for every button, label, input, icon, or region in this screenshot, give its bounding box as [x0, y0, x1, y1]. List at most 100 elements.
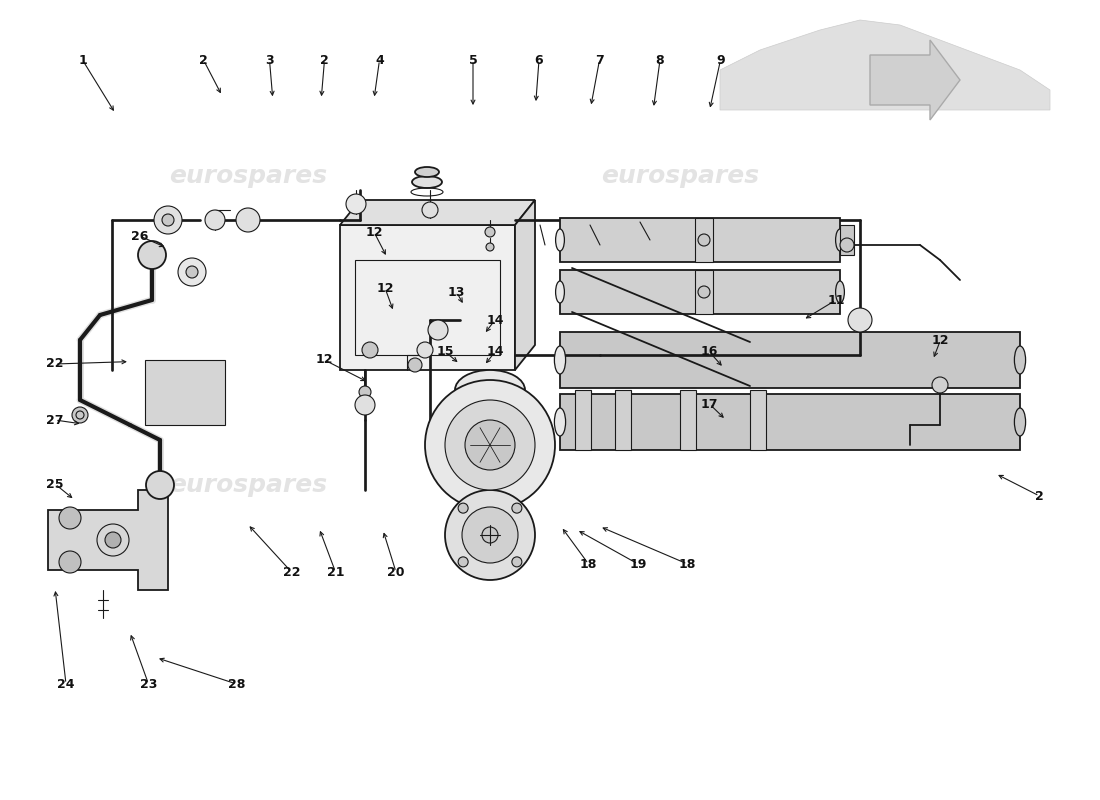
Circle shape — [59, 507, 81, 529]
Ellipse shape — [836, 281, 845, 303]
Polygon shape — [340, 200, 535, 225]
Text: eurospares: eurospares — [601, 164, 759, 188]
Text: 14: 14 — [486, 314, 504, 326]
Bar — [695, 270, 713, 314]
Bar — [560, 394, 1020, 450]
Bar — [840, 225, 854, 255]
Text: 11: 11 — [827, 294, 845, 306]
Text: 20: 20 — [387, 566, 405, 578]
Circle shape — [446, 490, 535, 580]
Circle shape — [162, 214, 174, 226]
Ellipse shape — [554, 408, 565, 436]
Text: 6: 6 — [535, 54, 543, 66]
Text: 5: 5 — [469, 54, 477, 66]
Bar — [355, 260, 500, 355]
Circle shape — [146, 471, 174, 499]
Circle shape — [138, 241, 166, 269]
Text: 15: 15 — [437, 346, 454, 358]
Polygon shape — [48, 490, 168, 590]
Text: 1: 1 — [78, 54, 87, 66]
Bar — [695, 218, 713, 262]
Text: 12: 12 — [932, 334, 949, 346]
Text: 2: 2 — [199, 54, 208, 66]
Text: 22: 22 — [46, 358, 64, 370]
Ellipse shape — [556, 281, 564, 303]
Text: 28: 28 — [228, 678, 245, 690]
Circle shape — [932, 377, 948, 393]
Circle shape — [512, 503, 521, 513]
Circle shape — [346, 194, 366, 214]
Ellipse shape — [836, 229, 845, 251]
Ellipse shape — [415, 167, 439, 177]
Circle shape — [458, 503, 469, 513]
Text: 2: 2 — [1035, 490, 1044, 502]
Circle shape — [425, 380, 556, 510]
Text: 4: 4 — [375, 54, 384, 66]
Text: 7: 7 — [595, 54, 604, 66]
Ellipse shape — [1014, 408, 1025, 436]
Circle shape — [362, 342, 378, 358]
Ellipse shape — [1014, 346, 1025, 374]
Text: 17: 17 — [701, 398, 718, 410]
Text: 3: 3 — [265, 54, 274, 66]
Polygon shape — [145, 360, 226, 425]
Circle shape — [458, 557, 469, 567]
Circle shape — [408, 358, 422, 372]
Polygon shape — [515, 200, 535, 370]
Bar — [615, 390, 631, 450]
Circle shape — [76, 411, 84, 419]
Circle shape — [72, 407, 88, 423]
Text: 12: 12 — [365, 226, 383, 238]
Circle shape — [154, 206, 182, 234]
Circle shape — [482, 527, 498, 543]
Circle shape — [848, 308, 872, 332]
Ellipse shape — [455, 370, 525, 410]
Circle shape — [59, 551, 81, 573]
Text: 18: 18 — [679, 558, 696, 570]
Circle shape — [486, 243, 494, 251]
Text: eurospares: eurospares — [169, 164, 327, 188]
Text: 8: 8 — [656, 54, 664, 66]
Ellipse shape — [556, 229, 564, 251]
Circle shape — [178, 258, 206, 286]
Text: 18: 18 — [580, 558, 597, 570]
Bar — [560, 218, 840, 262]
Text: 24: 24 — [57, 678, 75, 690]
Text: 19: 19 — [629, 558, 647, 570]
Ellipse shape — [412, 176, 442, 188]
Text: 26: 26 — [131, 230, 149, 242]
Bar — [750, 390, 766, 450]
Bar — [560, 332, 1020, 388]
Circle shape — [422, 202, 438, 218]
Polygon shape — [870, 40, 960, 120]
Circle shape — [485, 227, 495, 237]
Bar — [560, 270, 840, 314]
Bar — [575, 390, 591, 450]
Bar — [680, 390, 696, 450]
Circle shape — [359, 386, 371, 398]
Text: 14: 14 — [486, 346, 504, 358]
Circle shape — [355, 395, 375, 415]
Circle shape — [417, 342, 433, 358]
Text: 16: 16 — [701, 346, 718, 358]
Ellipse shape — [554, 346, 565, 374]
Circle shape — [840, 238, 854, 252]
Text: 21: 21 — [327, 566, 344, 578]
Circle shape — [698, 286, 710, 298]
Bar — [340, 225, 515, 370]
Text: 13: 13 — [448, 286, 465, 298]
Text: 9: 9 — [716, 54, 725, 66]
Text: 25: 25 — [46, 478, 64, 490]
Circle shape — [512, 557, 521, 567]
Circle shape — [446, 400, 535, 490]
Circle shape — [462, 507, 518, 563]
Text: 27: 27 — [46, 414, 64, 426]
Circle shape — [698, 234, 710, 246]
Text: eurospares: eurospares — [169, 473, 327, 497]
Circle shape — [236, 208, 260, 232]
Circle shape — [465, 420, 515, 470]
Text: 12: 12 — [316, 354, 333, 366]
Text: 23: 23 — [140, 678, 157, 690]
Circle shape — [104, 532, 121, 548]
Circle shape — [205, 210, 225, 230]
